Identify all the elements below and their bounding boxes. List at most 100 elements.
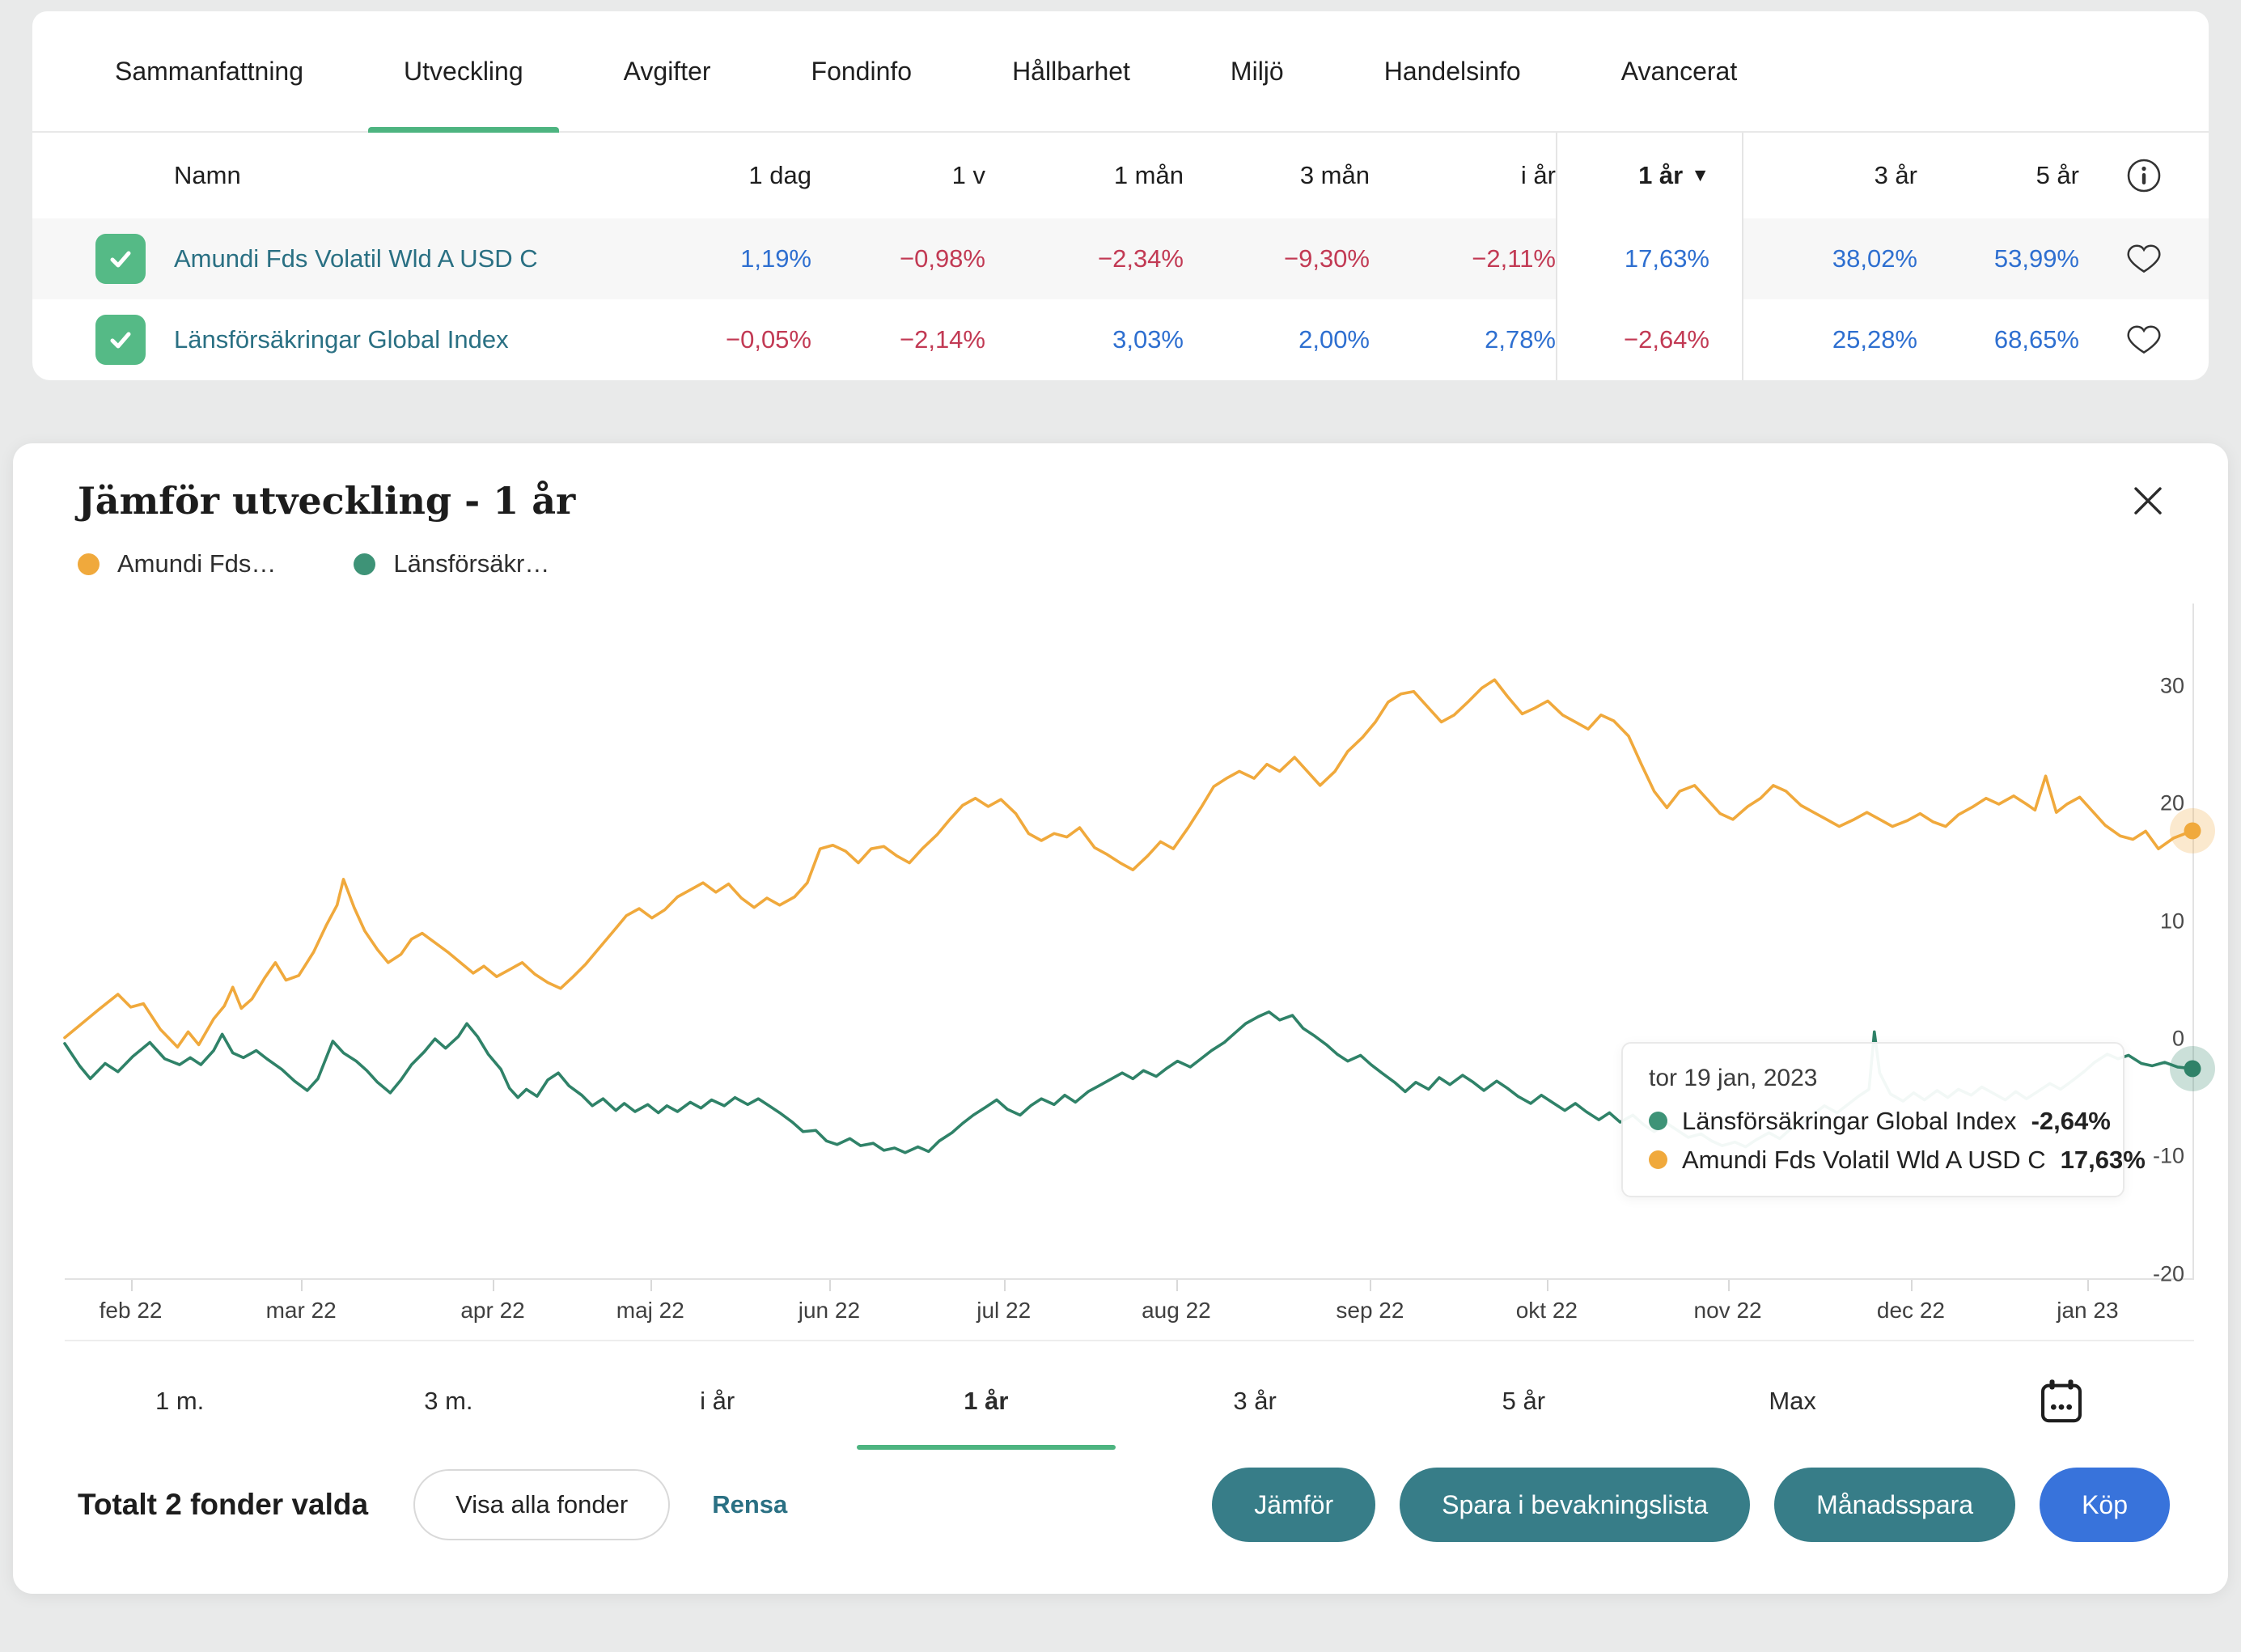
legend-item[interactable]: Länsförsäkr… — [354, 549, 549, 578]
x-tick-mark — [301, 1280, 303, 1291]
selection-summary: Totalt 2 fonder valda — [78, 1488, 369, 1521]
period-3-år[interactable]: 3 år — [1120, 1341, 1389, 1461]
action-button-spara-i-bevakningslista[interactable]: Spara i bevakningslista — [1400, 1468, 1751, 1542]
column-header-3-år[interactable]: 3 år — [1743, 133, 1917, 218]
check-icon — [110, 251, 131, 268]
period-label: 1 m. — [155, 1387, 205, 1415]
y-axis-label: 10 — [2159, 909, 2184, 934]
tooltip-series-dot — [1648, 1150, 1667, 1170]
legend-label: Amundi Fds… — [117, 549, 277, 578]
tooltip-entry: Länsförsäkringar Global Index -2,64% — [1648, 1106, 2111, 1136]
tab-avgifter[interactable]: Avgifter — [623, 56, 711, 86]
x-tick-mark — [493, 1280, 495, 1291]
fund-name-cell: Länsförsäkringar Global Index — [174, 299, 646, 380]
column-header-1-år[interactable]: 1 år ▼ — [1556, 133, 1743, 218]
y-axis-label: 0 — [2171, 1026, 2184, 1051]
x-tick-mark — [1727, 1280, 1730, 1291]
return-cell: 3,03% — [985, 299, 1184, 380]
action-button-månadsspara[interactable]: Månadsspara — [1774, 1468, 2016, 1542]
fund-name-link[interactable]: Länsförsäkringar Global Index — [174, 325, 509, 354]
return-cell: 68,65% — [1917, 299, 2079, 380]
tab-fondinfo[interactable]: Fondinfo — [811, 56, 913, 86]
period-label: i år — [700, 1387, 735, 1415]
tab-handelsinfo[interactable]: Handelsinfo — [1383, 56, 1521, 86]
fund-list-card: Sammanfattning Utveckling Avgifter Fondinfo… — [32, 11, 2209, 380]
tab-sammanfattning[interactable]: Sammanfattning — [115, 56, 304, 86]
show-all-funds-button[interactable]: Visa alla fonder — [413, 1469, 671, 1540]
checkbox-cell — [32, 299, 174, 380]
return-cell: −2,11% — [1370, 218, 1556, 299]
column-header-i-år[interactable]: i år — [1370, 133, 1556, 218]
period-label: 5 år — [1502, 1387, 1546, 1415]
column-header-3-mån[interactable]: 3 mån — [1184, 133, 1370, 218]
close-icon[interactable] — [2126, 479, 2170, 527]
heart-icon[interactable] — [2125, 242, 2163, 276]
column-header-label: 1 dag — [748, 161, 811, 189]
period-1-år[interactable]: 1 år — [852, 1341, 1120, 1461]
chart-tooltip: tor 19 jan, 2023 Länsförsäkringar Global… — [1620, 1041, 2146, 1197]
y-axis-label: 20 — [2159, 790, 2184, 815]
column-header-1-v[interactable]: 1 v — [811, 133, 985, 218]
return-value: 1,19% — [740, 244, 811, 273]
info-icon[interactable] — [2125, 157, 2163, 194]
fund-name-link[interactable]: Amundi Fds Volatil Wld A USD C — [174, 244, 538, 273]
x-axis-label: jul 22 — [976, 1298, 1032, 1323]
series-end-dot — [2184, 822, 2201, 840]
return-cell: −9,30% — [1184, 218, 1370, 299]
period-5-år[interactable]: 5 år — [1389, 1341, 1658, 1461]
tab-miljö[interactable]: Miljö — [1230, 56, 1284, 86]
fund-name-cell: Amundi Fds Volatil Wld A USD C — [174, 218, 646, 299]
action-button-köp[interactable]: Köp — [2040, 1468, 2170, 1542]
table-row: Länsförsäkringar Global Index −0,05% −2,14… — [32, 299, 2209, 380]
calendar-icon[interactable] — [1927, 1341, 2196, 1461]
period-Max[interactable]: Max — [1659, 1341, 1927, 1461]
chart-plot-area[interactable]: tor 19 jan, 2023 Länsförsäkringar Global… — [63, 604, 2215, 1286]
column-header-label: 1 v — [951, 161, 985, 189]
column-header-5-år[interactable]: 5 år — [1917, 133, 2079, 218]
fund-checkbox[interactable] — [95, 234, 146, 284]
tooltip-series-label: Länsförsäkringar Global Index — [1681, 1106, 2017, 1135]
legend-item[interactable]: Amundi Fds… — [78, 549, 276, 578]
x-tick-mark — [1546, 1280, 1548, 1291]
chart-legend: Amundi Fds… Länsförsäkr… — [13, 529, 2228, 581]
x-axis-label: nov 22 — [1693, 1298, 1762, 1323]
x-axis-label: sep 22 — [1336, 1298, 1404, 1323]
period-1-m[interactable]: 1 m. — [45, 1341, 314, 1461]
selection-footer: Totalt 2 fonder valda Visa alla fonder R… — [13, 1461, 2228, 1594]
x-tick-mark — [1176, 1280, 1178, 1291]
clear-selection-link[interactable]: Rensa — [712, 1490, 788, 1519]
action-button-jämför[interactable]: Jämför — [1212, 1468, 1376, 1542]
return-cell: 17,63% — [1556, 218, 1743, 299]
x-tick-mark — [1003, 1280, 1006, 1291]
fund-checkbox[interactable] — [95, 315, 146, 365]
column-header-label: 5 år — [2036, 161, 2079, 189]
return-cell: 38,02% — [1743, 218, 1917, 299]
return-cell: −0,05% — [646, 299, 811, 380]
x-tick-mark — [2087, 1280, 2090, 1291]
column-header-1-dag[interactable]: 1 dag — [646, 133, 811, 218]
return-value: 25,28% — [1832, 325, 1917, 354]
chart-title: Jämför utveckling - 1 år — [78, 479, 576, 523]
period-i-år[interactable]: i år — [583, 1341, 852, 1461]
heart-icon[interactable] — [2125, 323, 2163, 357]
tooltip-series-dot — [1648, 1112, 1667, 1131]
checkbox-cell — [32, 218, 174, 299]
header-spacer — [32, 133, 174, 218]
x-axis-label: jun 22 — [798, 1298, 861, 1323]
series-line — [63, 678, 2194, 1049]
column-header-label: 1 mån — [1113, 161, 1184, 189]
column-header-name[interactable]: Namn — [174, 161, 241, 189]
y-axis-label: 30 — [2159, 673, 2184, 698]
y-axis-label: -10 — [2152, 1143, 2184, 1168]
period-3-m[interactable]: 3 m. — [314, 1341, 582, 1461]
tab-avancerat[interactable]: Avancerat — [1620, 56, 1738, 86]
tab-utveckling[interactable]: Utveckling — [354, 11, 574, 133]
tooltip-series-value: 17,63% — [2060, 1145, 2146, 1174]
tab-hållbarhet[interactable]: Hållbarhet — [1012, 56, 1130, 86]
period-label: 3 år — [1233, 1387, 1277, 1415]
table-header-row: Namn 1 dag 1 v 1 mån 3 mån i år 1 år ▼ 3 år 5 år — [32, 133, 2209, 218]
x-tick-mark — [650, 1280, 652, 1291]
period-label: 1 år — [964, 1387, 1009, 1415]
column-header-1-mån[interactable]: 1 mån — [985, 133, 1184, 218]
x-axis-label: dec 22 — [1876, 1298, 1945, 1323]
